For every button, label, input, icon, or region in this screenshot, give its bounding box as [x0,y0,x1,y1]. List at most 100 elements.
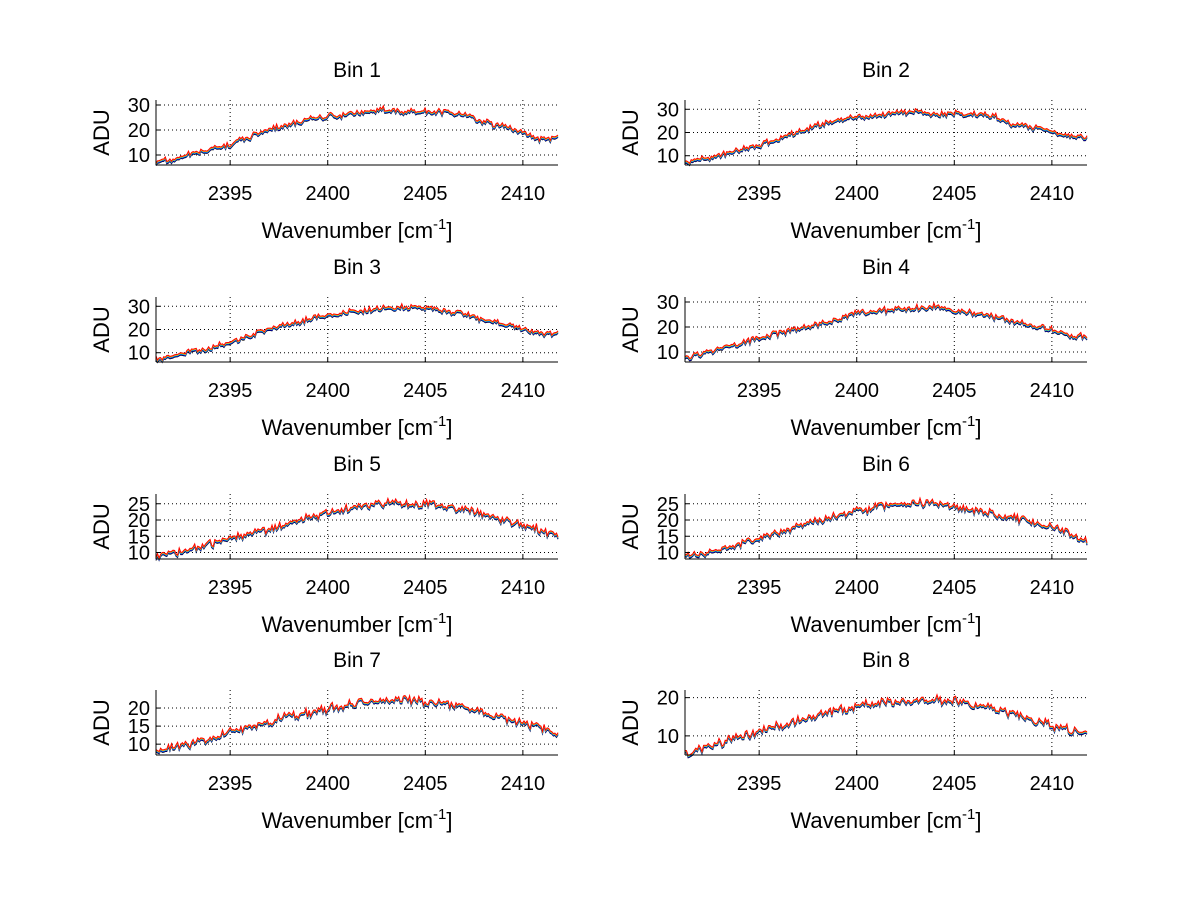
x-tick-label: 2395 [737,577,782,599]
y-axis-label: ADU [618,699,643,745]
subplot-title: Bin 2 [862,59,910,82]
x-axis-label-superscript: -1 [962,413,975,430]
x-axis-label-main: Wavenumber [cm [261,218,433,243]
x-axis-label-superscript: -1 [962,610,975,627]
y-axis-label: ADU [89,503,114,549]
x-tick-label: 2395 [737,183,782,205]
x-axis-label-main: Wavenumber [cm [261,415,433,440]
x-tick-label: 2395 [208,773,253,795]
y-tick-label: 10 [657,543,679,565]
series-line-5 [155,104,559,164]
x-axis-label-main: Wavenumber [cm [790,415,962,440]
y-tick-label: 20 [128,320,150,342]
x-tick-label: 2400 [834,577,879,599]
series-line-5 [155,302,559,362]
x-tick-label: 2410 [1030,577,1075,599]
x-tick-label: 2395 [208,577,253,599]
x-tick-label: 2410 [1030,380,1075,402]
y-tick-label: 20 [128,698,150,720]
y-tick-label: 30 [128,95,150,117]
x-axis-label-main: Wavenumber [cm [790,808,962,833]
x-tick-label: 2410 [501,380,546,402]
y-tick-label: 20 [657,688,679,710]
x-tick-label: 2405 [932,183,977,205]
x-axis-label: Wavenumber [cm-1] [790,216,981,243]
subplot-title: Bin 7 [333,649,381,672]
y-tick-label: 15 [128,716,150,738]
y-tick-label: 20 [657,317,679,339]
x-axis-label-close: ] [975,218,981,243]
x-tick-label: 2395 [737,773,782,795]
subplot-title: Bin 6 [862,453,910,476]
x-axis-label-superscript: -1 [962,216,975,233]
x-axis-label-superscript: -1 [433,413,446,430]
y-tick-label: 20 [657,510,679,532]
x-tick-label: 2405 [932,773,977,795]
y-tick-label: 10 [128,145,150,167]
subplot-bin-1: Bin 1 2395 2400 2405 2410 10 20 30 ADU Wavenumber… [89,59,559,243]
y-tick-label: 10 [657,342,679,364]
y-tick-label: 10 [128,734,150,756]
subplot-title: Bin 4 [862,256,910,279]
x-axis-label-close: ] [446,612,452,637]
x-tick-label: 2400 [305,773,350,795]
subplot-title: Bin 1 [333,59,381,82]
y-tick-label: 30 [128,296,150,318]
y-tick-label: 15 [128,526,150,548]
subplot-bin-8: Bin 8 2395 2400 2405 2410 10 20 ADU Wavenumber [… [618,649,1088,833]
series-line-5 [155,693,559,753]
x-tick-label: 2400 [834,183,879,205]
y-tick-label: 25 [128,494,150,516]
x-tick-label: 2410 [501,773,546,795]
y-tick-label: 20 [128,120,150,142]
x-tick-label: 2405 [403,773,448,795]
y-tick-label: 10 [128,343,150,365]
x-tick-label: 2405 [403,577,448,599]
x-axis-label-close: ] [975,612,981,637]
y-tick-label: 20 [657,123,679,145]
y-axis-label: ADU [89,699,114,745]
x-tick-label: 2405 [932,380,977,402]
subplot-title: Bin 3 [333,256,381,279]
x-tick-label: 2400 [834,380,879,402]
y-axis-label: ADU [618,109,643,155]
y-tick-label: 30 [657,292,679,314]
x-tick-label: 2405 [403,183,448,205]
subplot-title: Bin 8 [862,649,910,672]
series-line-5 [684,301,1088,359]
x-axis-label: Wavenumber [cm-1] [261,216,452,243]
y-tick-label: 30 [657,99,679,121]
y-tick-label: 10 [128,543,150,565]
x-axis-label-main: Wavenumber [cm [790,218,962,243]
x-tick-label: 2410 [501,183,546,205]
x-axis-label-main: Wavenumber [cm [790,612,962,637]
x-axis-label-superscript: -1 [433,216,446,233]
y-tick-label: 15 [657,526,679,548]
x-axis-label: Wavenumber [cm-1] [790,806,981,833]
x-axis-label: Wavenumber [cm-1] [261,413,452,440]
y-axis-label: ADU [89,109,114,155]
x-tick-label: 2395 [737,380,782,402]
x-axis-label-close: ] [446,415,452,440]
x-axis-label-superscript: -1 [962,806,975,823]
x-axis-label: Wavenumber [cm-1] [790,413,981,440]
y-tick-label: 10 [657,146,679,168]
x-axis-label-superscript: -1 [433,806,446,823]
y-tick-label: 25 [657,494,679,516]
x-tick-label: 2410 [1030,773,1075,795]
x-tick-label: 2400 [305,380,350,402]
y-axis-label: ADU [618,306,643,352]
x-axis-label: Wavenumber [cm-1] [790,610,981,637]
x-axis-label-close: ] [446,808,452,833]
x-tick-label: 2410 [1030,183,1075,205]
series-line-5 [155,496,559,560]
x-axis-label-close: ] [975,808,981,833]
x-axis-label-main: Wavenumber [cm [261,808,433,833]
y-axis-label: ADU [618,503,643,549]
